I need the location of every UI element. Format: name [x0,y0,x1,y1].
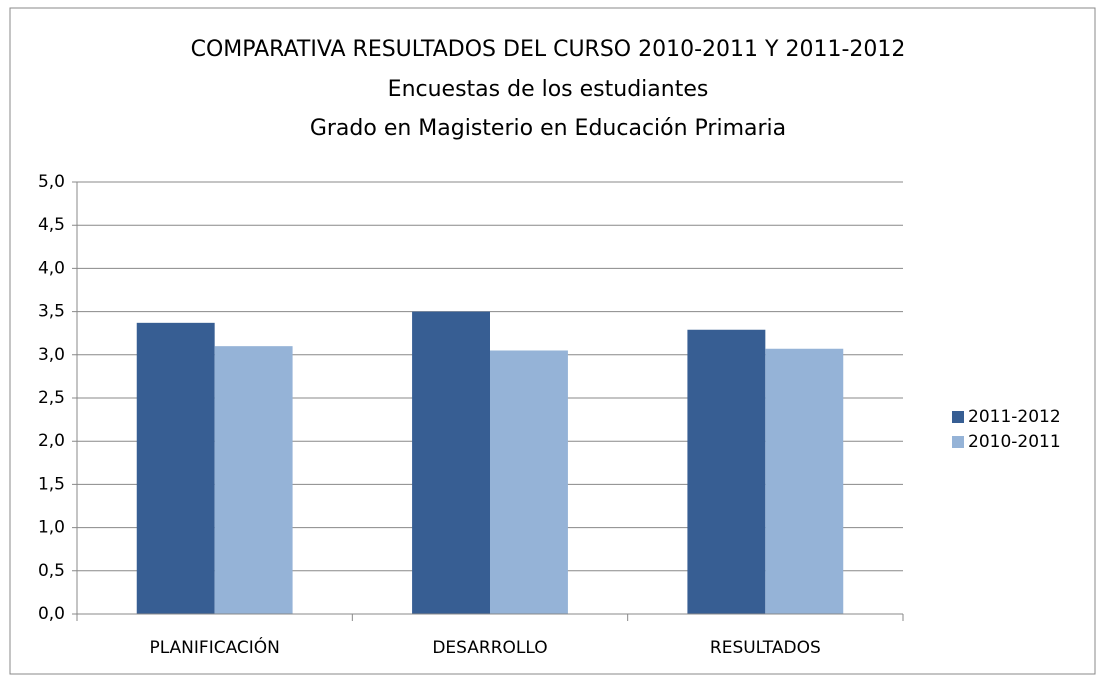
chart-subtitle: Grado en Magisterio en Educación Primari… [310,116,786,141]
bar [214,346,293,614]
bar [765,348,844,614]
legend-label: 2010-2011 [968,432,1061,452]
y-tick-label: 3,0 [38,345,65,365]
legend-swatch [952,436,964,448]
y-tick-label: 1,5 [38,474,65,494]
y-tick-label: 0,5 [38,561,65,581]
x-tick-label: PLANIFICACIÓN [149,636,279,658]
y-tick-label: 0,0 [38,604,65,624]
y-tick-label: 1,0 [38,518,65,538]
chart-subtitle: Encuestas de los estudiantes [388,77,709,102]
bar [412,311,490,614]
y-tick-label: 2,0 [38,431,65,451]
bar [687,329,766,614]
x-tick-label: RESULTADOS [710,638,821,658]
bar [136,322,215,614]
x-tick-label: DESARROLLO [432,638,547,658]
y-tick-label: 3,5 [38,302,65,322]
legend-swatch [952,411,964,423]
legend-label: 2011-2012 [968,407,1061,427]
bar [490,350,568,614]
y-tick-label: 2,5 [38,388,65,408]
y-tick-label: 5,0 [38,172,65,192]
y-tick-label: 4,0 [38,258,65,278]
chart-title: COMPARATIVA RESULTADOS DEL CURSO 2010-20… [191,37,906,62]
y-tick-label: 4,5 [38,215,65,235]
